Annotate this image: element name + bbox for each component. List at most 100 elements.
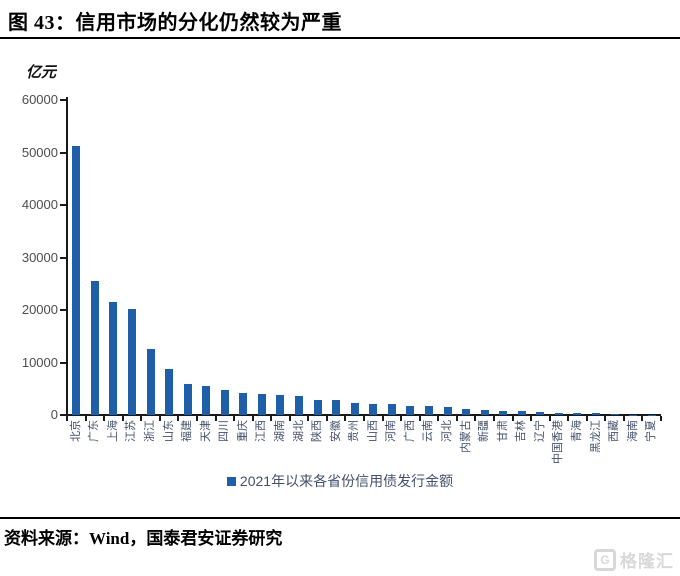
bar bbox=[499, 410, 508, 415]
x-axis-label: 甘肃 bbox=[496, 420, 509, 442]
bar-chart: 0 10000 20000 30000 40000 50000 60000 北京 广东 上海 江苏浙… bbox=[21, 92, 662, 464]
y-axis-tick bbox=[60, 361, 66, 364]
x-axis-tick bbox=[437, 416, 440, 421]
bar bbox=[165, 368, 174, 415]
y-axis-tick bbox=[60, 151, 66, 154]
bar bbox=[350, 402, 359, 415]
y-axis-unit-label: 亿元 bbox=[26, 65, 57, 81]
x-axis-label: 北京 bbox=[69, 420, 82, 442]
x-axis-tick bbox=[474, 416, 477, 421]
y-axis-tick-label: 30000 bbox=[21, 249, 58, 265]
x-axis-label: 山西 bbox=[366, 420, 379, 442]
x-axis-label: 湖南 bbox=[273, 420, 286, 442]
x-axis-label: 云南 bbox=[422, 420, 435, 442]
gelonghui-watermark: G 格隆汇 bbox=[594, 547, 674, 572]
bar bbox=[90, 280, 99, 415]
bar bbox=[276, 395, 285, 415]
x-axis-label: 广东 bbox=[88, 420, 101, 442]
x-axis-label: 重庆 bbox=[236, 420, 249, 442]
legend-label: 2021年以来各省份信用债发行金额 bbox=[239, 473, 454, 489]
bar bbox=[406, 405, 415, 415]
x-axis-tick bbox=[103, 416, 106, 421]
bar bbox=[183, 383, 192, 415]
y-axis-tick-label: 20000 bbox=[21, 302, 58, 317]
bar bbox=[517, 411, 526, 415]
x-axis-label: 浙江 bbox=[144, 420, 157, 442]
x-axis-tick bbox=[84, 416, 87, 421]
x-axis-tick bbox=[270, 416, 273, 421]
x-axis-tick bbox=[195, 416, 198, 421]
y-axis-tick bbox=[60, 414, 66, 416]
x-axis-tick bbox=[660, 416, 662, 421]
y-axis-tick bbox=[60, 204, 66, 206]
x-axis-label: 黑龙江 bbox=[589, 420, 602, 453]
bar bbox=[109, 302, 118, 415]
x-axis-tick bbox=[381, 416, 384, 421]
bar bbox=[443, 406, 452, 415]
bar bbox=[387, 404, 396, 415]
bar bbox=[239, 393, 248, 415]
x-axis-tick bbox=[121, 416, 124, 421]
y-axis bbox=[66, 97, 68, 417]
bar bbox=[480, 410, 489, 415]
x-axis-label: 上海 bbox=[106, 420, 119, 442]
y-axis-tick bbox=[60, 256, 66, 259]
x-axis-tick bbox=[622, 416, 625, 421]
bar bbox=[146, 348, 155, 415]
x-axis-tick bbox=[177, 416, 180, 421]
y-axis-tick bbox=[60, 99, 66, 101]
legend: 2021年以来各省份信用债发行金额 bbox=[0, 471, 680, 491]
x-axis-tick bbox=[66, 416, 68, 421]
bar bbox=[257, 394, 266, 415]
figure-title: 图 43：信用市场的分化仍然较为严重 bbox=[8, 12, 342, 34]
gelonghui-logo-icon: G bbox=[594, 548, 616, 571]
x-axis-label: 青海 bbox=[570, 420, 583, 442]
x-axis-tick bbox=[344, 416, 347, 421]
bar bbox=[573, 413, 582, 415]
bar bbox=[592, 413, 601, 415]
x-axis-label: 中国香港 bbox=[552, 420, 565, 464]
bar bbox=[313, 399, 322, 415]
bar bbox=[462, 409, 471, 415]
bar bbox=[424, 406, 433, 415]
x-axis-label: 西藏 bbox=[608, 420, 621, 442]
gelonghui-watermark-text: 格隆汇 bbox=[620, 552, 674, 571]
x-axis-tick bbox=[158, 416, 161, 421]
x-axis-tick bbox=[233, 416, 236, 421]
y-axis-tick-label: 0 bbox=[50, 407, 58, 422]
bar bbox=[332, 400, 341, 415]
y-axis-tick-label: 60000 bbox=[21, 92, 58, 107]
bar bbox=[220, 390, 229, 415]
x-axis-tick bbox=[418, 416, 421, 421]
title-divider bbox=[0, 37, 680, 39]
x-axis-label: 广西 bbox=[403, 420, 416, 442]
x-axis-tick bbox=[363, 416, 365, 421]
x-axis-tick bbox=[400, 416, 403, 421]
legend-marker-square bbox=[226, 476, 236, 486]
x-axis-label: 宁夏 bbox=[645, 420, 658, 442]
source-text: 资料来源：Wind，国泰君安证券研究 bbox=[4, 529, 283, 548]
x-axis-tick bbox=[511, 416, 514, 421]
source-divider bbox=[0, 517, 680, 519]
y-axis-tick-label: 40000 bbox=[21, 197, 58, 212]
bar bbox=[610, 413, 619, 415]
x-axis-tick bbox=[214, 416, 217, 421]
x-axis-tick bbox=[455, 416, 458, 421]
x-axis-tick bbox=[288, 416, 291, 421]
x-axis-tick bbox=[307, 416, 310, 421]
x-axis-tick bbox=[604, 416, 607, 421]
x-axis-label: 陕西 bbox=[311, 420, 324, 442]
x-axis-label: 内蒙古 bbox=[459, 420, 472, 453]
x-axis-label: 福建 bbox=[181, 420, 194, 442]
x-axis-label: 四川 bbox=[218, 420, 231, 442]
x-axis-label: 新疆 bbox=[478, 420, 491, 442]
x-axis bbox=[67, 414, 661, 416]
x-axis-tick bbox=[641, 416, 644, 421]
bar bbox=[554, 412, 563, 415]
x-axis-label: 辽宁 bbox=[533, 420, 546, 442]
x-axis-label: 安徽 bbox=[329, 420, 342, 442]
x-axis-tick bbox=[585, 416, 588, 421]
x-axis-label: 江苏 bbox=[125, 420, 138, 442]
x-axis-tick bbox=[251, 416, 254, 421]
